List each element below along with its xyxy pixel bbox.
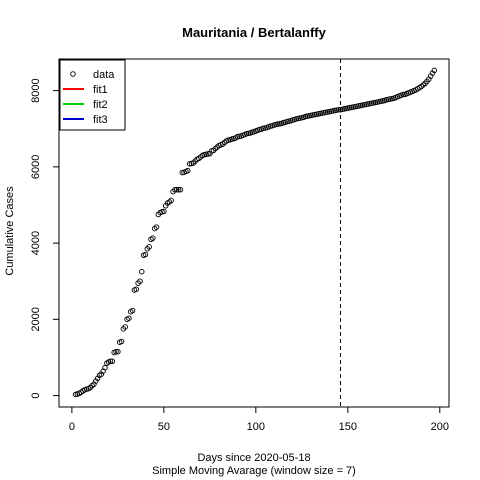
y-tick-label: 8000: [30, 78, 42, 102]
data-point: [177, 186, 184, 193]
x-axis-label: Days since 2020-05-18: [197, 452, 310, 464]
y-tick-label: 6000: [30, 155, 42, 179]
data-point: [122, 324, 128, 330]
data-point: [161, 208, 167, 215]
chart-title: Mauritania / Bertalanffy: [182, 25, 327, 40]
data-point: [172, 186, 178, 193]
legend-marker-point: [70, 71, 76, 77]
plot-frame: [58, 58, 450, 408]
x-tick-label: 200: [431, 421, 449, 433]
data-point: [431, 67, 438, 74]
data-point: [335, 106, 342, 113]
legend: data fit1 fit2 fit3: [59, 59, 126, 131]
x-tick-label: 100: [247, 421, 265, 433]
data-point: [113, 348, 119, 355]
data-point: [129, 307, 136, 314]
y-tick-label: 0: [30, 393, 42, 399]
data-point: [146, 244, 152, 250]
data-points: [72, 67, 438, 398]
data-point: [139, 268, 145, 275]
legend-entry-label: fit3: [93, 114, 108, 126]
data-point: [175, 186, 182, 193]
data-point: [102, 364, 108, 371]
data-point: [142, 251, 149, 258]
data-point: [173, 186, 180, 193]
data-point: [133, 286, 140, 292]
data-point: [153, 224, 160, 230]
x-tick-label: 0: [69, 421, 75, 433]
data-point: [126, 315, 132, 321]
data-point: [168, 197, 174, 204]
data-point: [185, 167, 191, 174]
legend-entry-label: fit1: [93, 84, 108, 96]
y-axis-label: Cumulative Cases: [4, 186, 16, 276]
data-point: [107, 358, 114, 365]
x-axis-sublabel: Simple Moving Avarage (window size = 7): [152, 465, 356, 477]
data-point: [400, 91, 406, 98]
y-tick-label: 4000: [30, 231, 42, 255]
legend-entry-label: data: [93, 69, 115, 81]
data-point: [150, 235, 156, 241]
data-point: [115, 348, 121, 355]
x-tick-label: 150: [339, 421, 357, 433]
data-point: [109, 358, 116, 365]
legend-entry-label: fit2: [93, 99, 108, 111]
data-point: [137, 278, 143, 284]
data-point: [118, 338, 125, 345]
x-tick-label: 50: [158, 421, 170, 433]
y-tick-label: 2000: [30, 307, 42, 331]
